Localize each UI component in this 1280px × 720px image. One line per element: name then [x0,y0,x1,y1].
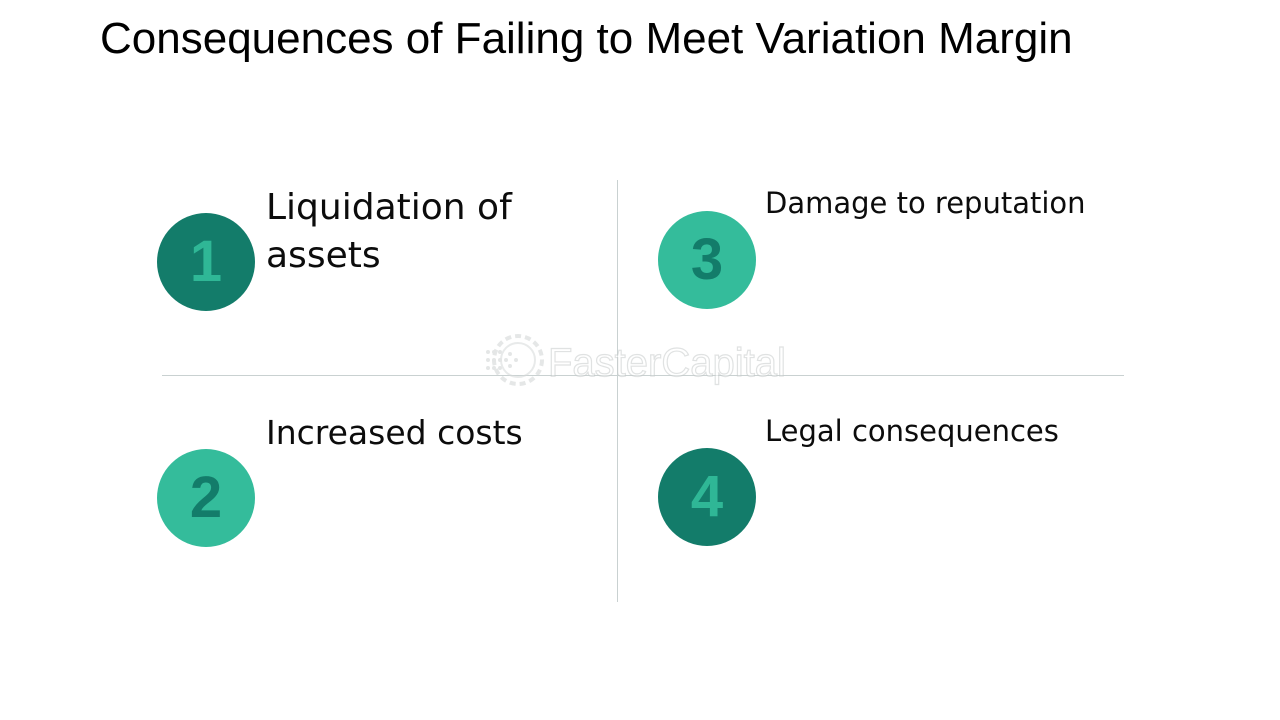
number-badge-4: 4 [658,448,756,546]
horizontal-divider [162,375,1124,376]
item-label-reputation: Damage to reputation [765,186,1086,220]
vertical-divider [617,180,618,602]
gear-dots-logo-icon [486,334,544,386]
badge-number: 2 [189,465,223,530]
item-label-legal: Legal consequences [765,414,1059,448]
badge-number: 1 [189,229,223,294]
number-badge-2: 2 [157,449,255,547]
badge-number: 3 [690,227,724,292]
fastercapital-watermark: FasterCapital [486,334,786,386]
item-label-liquidation: Liquidation of assets [266,187,512,276]
number-badge-3: 3 [658,211,756,309]
badge-number: 4 [690,464,724,529]
watermark-text: FasterCapital [548,341,786,385]
page-title: Consequences of Failing to Meet Variatio… [100,14,1073,63]
item-label-increased-costs: Increased costs [266,413,523,452]
number-badge-1: 1 [157,213,255,311]
